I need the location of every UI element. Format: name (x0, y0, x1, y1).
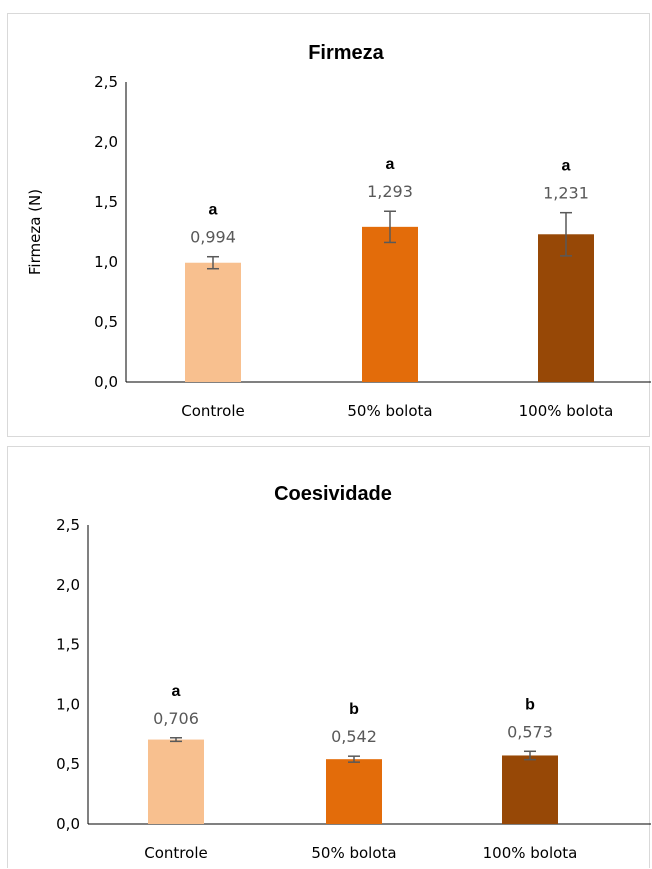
y-tick-label: 1,5 (56, 636, 80, 654)
data-label: 0,706 (153, 709, 199, 728)
significance-letter: a (386, 156, 395, 173)
y-tick-label: 1,0 (56, 695, 80, 713)
data-label: 1,293 (367, 182, 413, 201)
data-label: 0,573 (507, 722, 553, 741)
significance-letter: a (172, 683, 181, 700)
x-tick-label: 100% bolota (483, 844, 578, 862)
y-tick-label: 0,0 (56, 815, 80, 833)
chart-coesividade: Coesividade 0,0 0,5 1,0 1,5 2,0 2,5 0,706 a Cont… (56, 483, 651, 862)
bar (538, 234, 594, 382)
y-tick-label: 0,5 (56, 755, 80, 773)
chart-title: Coesividade (274, 483, 392, 505)
chart-firmeza: Firmeza Firmeza (N) 0,0 0,5 1,0 1,5 2,0 2,5 0,… (26, 42, 651, 420)
data-label: 0,542 (331, 727, 377, 746)
significance-letter: a (562, 158, 571, 175)
bar (148, 739, 204, 824)
chart-panel-firmeza: Firmeza Firmeza (N) 0,0 0,5 1,0 1,5 2,0 2,5 0,… (7, 13, 651, 437)
chart-title: Firmeza (308, 42, 384, 64)
y-tick-label: 2,0 (56, 576, 80, 594)
chart-panel-coesividade: Coesividade 0,0 0,5 1,0 1,5 2,0 2,5 0,706 a Cont… (7, 446, 651, 868)
x-tick-label: 50% bolota (347, 402, 432, 420)
data-label: 0,994 (190, 228, 236, 247)
y-tick-label: 1,0 (94, 253, 118, 271)
significance-letter: a (209, 202, 218, 219)
y-axis-label: Firmeza (N) (26, 189, 44, 275)
y-tick-label: 0,5 (94, 313, 118, 331)
y-tick-label: 0,0 (94, 373, 118, 391)
bar (362, 226, 418, 382)
x-tick-label: Controle (181, 402, 244, 420)
y-tick-label: 1,5 (94, 193, 118, 211)
x-tick-label: 100% bolota (519, 402, 614, 420)
bar (326, 759, 382, 824)
y-tick-label: 2,0 (94, 133, 118, 151)
y-tick-label: 2,5 (94, 73, 118, 91)
significance-letter: b (525, 696, 535, 713)
bar (185, 262, 241, 382)
y-tick-label: 2,5 (56, 516, 80, 534)
data-label: 1,231 (543, 184, 589, 203)
x-tick-label: Controle (144, 844, 207, 862)
bar (502, 755, 558, 824)
significance-letter: b (349, 701, 359, 718)
x-tick-label: 50% bolota (311, 844, 396, 862)
